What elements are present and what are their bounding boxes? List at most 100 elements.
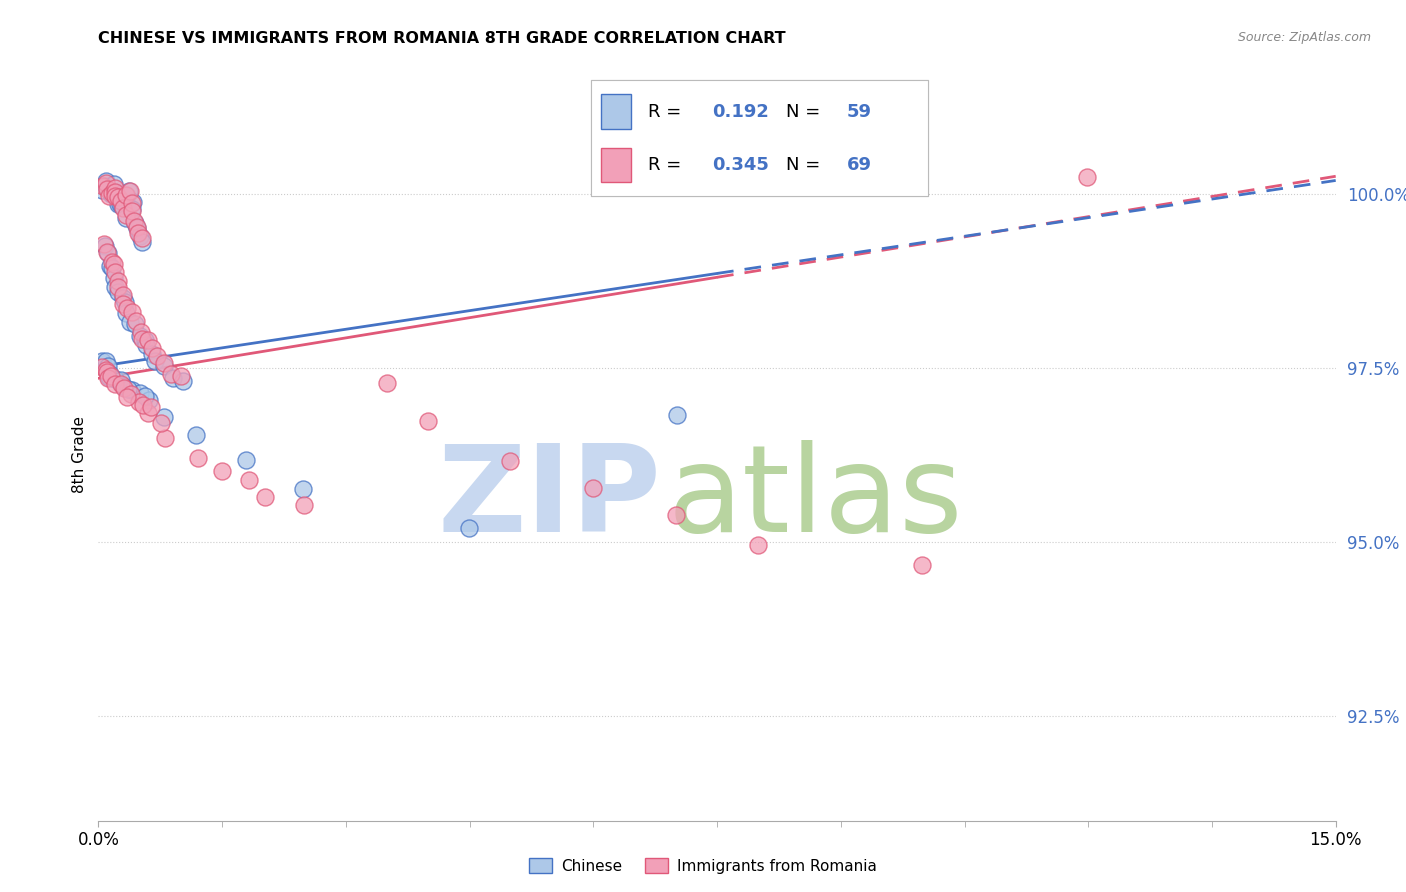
Point (98, 184, 121, 198)
Point (103, 257, 125, 271)
Legend: Chinese, Immigrants from Romania: Chinese, Immigrants from Romania (523, 852, 883, 880)
Point (94, 174, 117, 188)
Point (114, 211, 136, 225)
Point (136, 406, 159, 420)
Point (117, 383, 139, 397)
Point (110, 196, 132, 211)
Point (111, 201, 134, 215)
Point (118, 184, 141, 198)
Point (107, 285, 129, 299)
Bar (600, 147, 631, 182)
Point (103, 178, 125, 192)
Point (184, 427, 207, 442)
Point (131, 332, 153, 346)
Point (104, 280, 127, 294)
Point (135, 337, 157, 351)
Point (105, 187, 128, 202)
Point (100, 187, 122, 202)
Point (97, 371, 120, 385)
Point (100, 368, 122, 383)
Point (121, 195, 143, 210)
Point (141, 401, 163, 415)
Point (187, 451, 209, 466)
Point (93, 179, 115, 194)
Y-axis label: 8th Grade: 8th Grade (72, 417, 87, 493)
Point (100, 186, 122, 200)
Point (90, 183, 112, 197)
Point (110, 194, 132, 209)
Point (121, 383, 143, 397)
Point (112, 381, 135, 395)
Point (131, 398, 153, 412)
Point (111, 198, 134, 212)
Point (127, 219, 149, 234)
Point (104, 377, 127, 392)
Point (114, 294, 136, 309)
Point (115, 301, 138, 315)
Point (238, 474, 260, 488)
Point (98, 370, 121, 384)
Point (97, 359, 120, 373)
Point (121, 305, 143, 319)
Point (124, 216, 146, 230)
Point (90, 354, 112, 368)
Point (101, 260, 124, 275)
Point (107, 274, 129, 288)
Point (96, 363, 118, 377)
Point (131, 235, 153, 249)
Point (235, 452, 257, 467)
Text: R =: R = (648, 156, 688, 174)
Point (129, 325, 152, 339)
Point (98, 259, 121, 273)
Point (129, 228, 152, 243)
Point (121, 202, 143, 216)
Point (94, 239, 117, 253)
Point (134, 333, 156, 347)
Point (96, 178, 118, 193)
Point (111, 379, 134, 393)
Point (110, 373, 132, 387)
Text: CHINESE VS IMMIGRANTS FROM ROMANIA 8TH GRADE CORRELATION CHART: CHINESE VS IMMIGRANTS FROM ROMANIA 8TH G… (98, 31, 786, 46)
Point (101, 255, 124, 269)
Point (162, 371, 184, 385)
Point (134, 389, 156, 403)
Point (211, 464, 233, 478)
Point (153, 359, 176, 373)
Point (115, 306, 138, 320)
Point (94, 354, 117, 368)
Point (129, 328, 152, 343)
Point (125, 314, 148, 328)
Point (104, 371, 127, 385)
Point (1076, 170, 1098, 185)
Point (128, 385, 150, 400)
Point (127, 220, 149, 235)
Point (110, 376, 132, 391)
Point (118, 316, 141, 330)
Point (112, 297, 135, 311)
Text: 0.192: 0.192 (711, 103, 769, 120)
Point (160, 367, 183, 381)
Point (416, 415, 439, 429)
Point (96, 365, 118, 379)
Point (145, 349, 167, 363)
Point (115, 390, 138, 404)
Point (121, 195, 143, 210)
Point (96, 245, 118, 260)
Point (170, 369, 193, 384)
Point (127, 226, 149, 240)
Text: N =: N = (786, 103, 827, 120)
Text: ZIP: ZIP (437, 441, 661, 558)
Text: atlas: atlas (668, 441, 963, 558)
Point (98, 368, 121, 382)
Point (143, 354, 166, 368)
Point (91, 359, 114, 374)
Point (172, 374, 194, 388)
Point (96, 246, 118, 260)
Point (96, 182, 118, 196)
Point (107, 197, 129, 211)
Point (292, 499, 315, 513)
Text: 69: 69 (846, 156, 872, 174)
Point (103, 185, 125, 199)
Point (94, 176, 117, 190)
Point (115, 208, 138, 222)
